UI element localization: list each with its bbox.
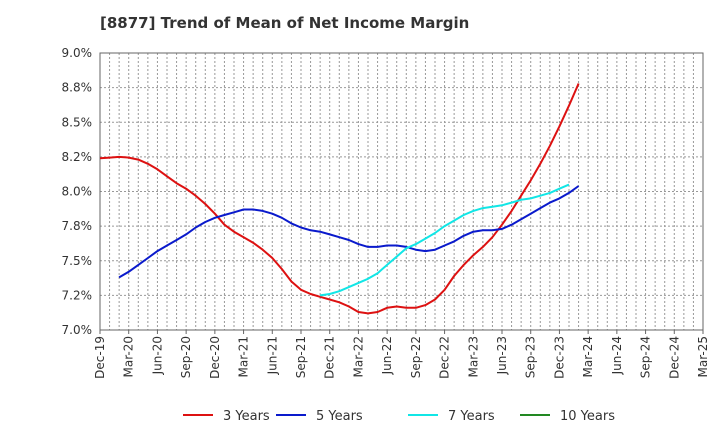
x-tick-label: Mar-22 <box>351 336 365 377</box>
y-tick-label: 8.0% <box>62 185 93 199</box>
x-tick-label: Jun-20 <box>150 336 164 375</box>
x-tick-label: Dec-19 <box>93 336 107 379</box>
x-tick-label: Mar-23 <box>466 336 480 377</box>
x-tick-label: Sep-23 <box>524 336 538 378</box>
x-tick-label: Jun-21 <box>265 336 279 375</box>
x-tick-label: Jun-23 <box>495 336 509 375</box>
y-tick-label: 8.8% <box>62 81 93 95</box>
y-tick-label: 7.0% <box>62 323 93 337</box>
x-tick-label: Dec-23 <box>552 336 566 379</box>
legend-label: 7 Years <box>448 409 495 424</box>
series-line-7-years <box>319 183 570 297</box>
x-tick-label: Mar-24 <box>581 336 595 377</box>
legend-label: 5 Years <box>316 409 363 424</box>
legend-label: 10 Years <box>560 409 615 424</box>
y-tick-label: 9.0% <box>62 46 93 60</box>
x-tick-label: Sep-20 <box>179 336 193 378</box>
x-tick-label: Mar-20 <box>122 336 136 377</box>
x-tick-label: Jun-24 <box>610 336 624 375</box>
chart-title: [8877] Trend of Mean of Net Income Margi… <box>100 14 470 32</box>
y-tick-label: 8.5% <box>62 115 93 129</box>
legend-label: 3 Years <box>223 409 270 424</box>
x-tick-label: Sep-21 <box>294 336 308 378</box>
series-line-5-years <box>118 185 580 279</box>
x-tick-label: Dec-21 <box>323 336 337 379</box>
plot-area-border <box>99 52 704 331</box>
x-tick-label: Dec-22 <box>438 336 452 379</box>
x-tick-label: Dec-24 <box>667 336 681 379</box>
x-tick-label: Jun-22 <box>380 336 394 375</box>
x-tick-label: Sep-24 <box>639 336 653 378</box>
y-tick-label: 7.2% <box>62 288 93 302</box>
x-tick-label: Sep-22 <box>409 336 423 378</box>
x-tick-label: Dec-20 <box>208 336 222 379</box>
y-tick-label: 7.8% <box>62 219 93 233</box>
x-tick-label: Mar-21 <box>237 336 251 377</box>
x-tick-label: Mar-25 <box>696 336 710 377</box>
y-tick-label: 8.2% <box>62 150 93 164</box>
y-tick-label: 7.5% <box>62 254 93 268</box>
